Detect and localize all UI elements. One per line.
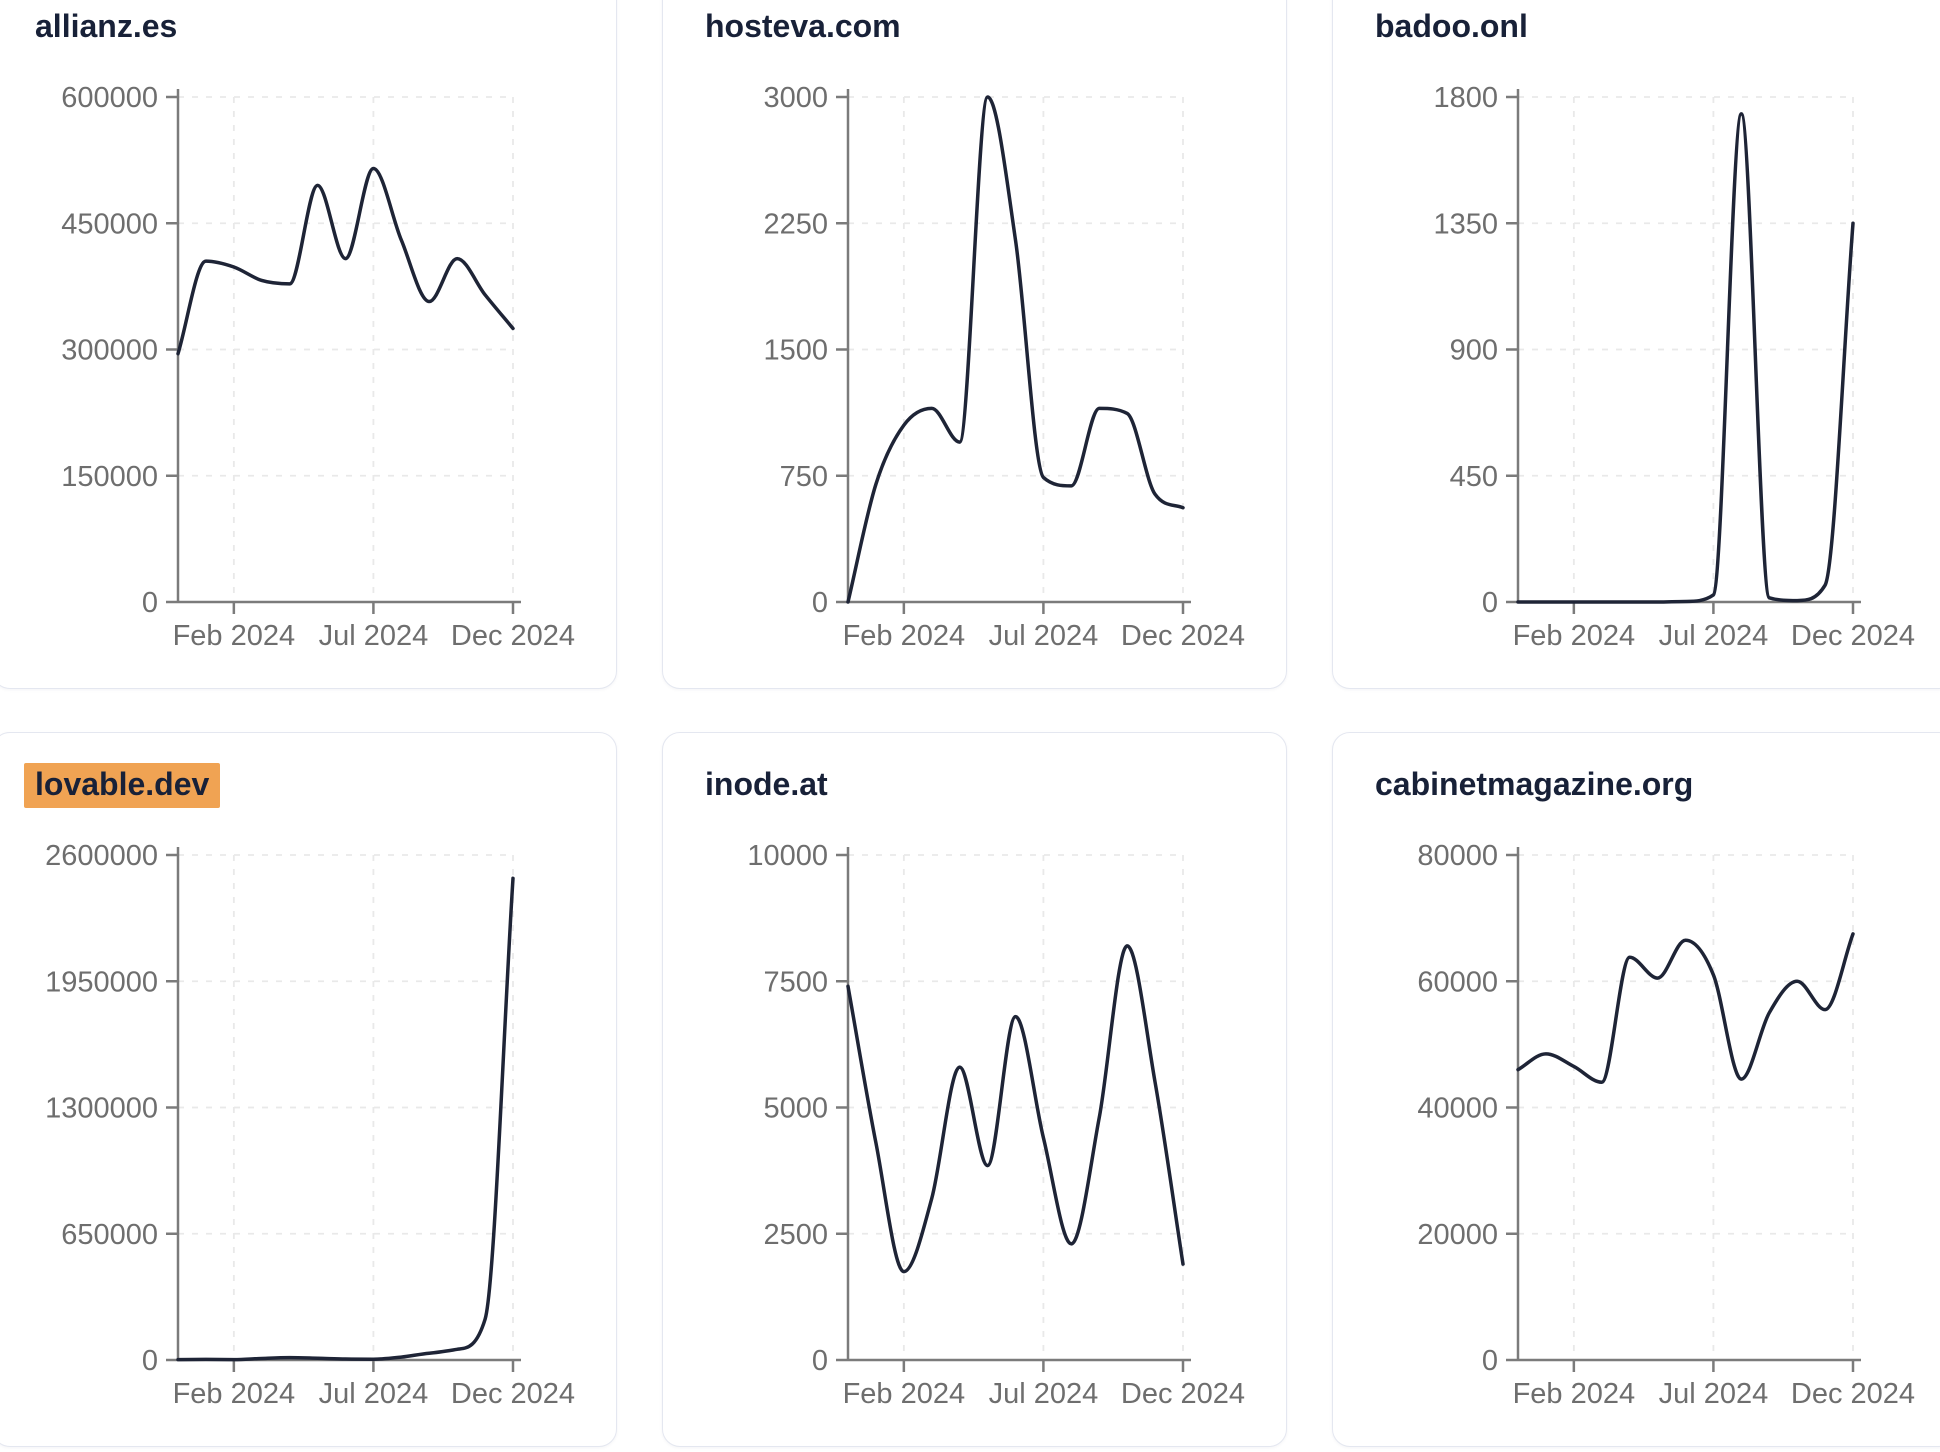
y-axis-tick-label: 2250 bbox=[763, 208, 828, 240]
x-axis-tick-label: Dec 2024 bbox=[451, 1378, 575, 1410]
y-axis-tick-label: 2600000 bbox=[45, 840, 158, 872]
x-axis-tick-label: Feb 2024 bbox=[843, 620, 966, 652]
traffic-series-line bbox=[176, 876, 515, 1362]
x-axis-tick-label: Feb 2024 bbox=[1513, 620, 1636, 652]
x-axis-tick-label: Jul 2024 bbox=[319, 1378, 429, 1410]
y-axis-tick-label: 450 bbox=[1450, 461, 1498, 493]
domain-card[interactable]: lovable.dev 2600000 1950000 1300000 650000 0… bbox=[0, 732, 617, 1447]
x-axis-tick-label: Feb 2024 bbox=[1513, 1378, 1636, 1410]
y-axis-tick-label: 300000 bbox=[61, 335, 158, 367]
domain-title: inode.at bbox=[705, 763, 828, 808]
traffic-series-line bbox=[1516, 932, 1855, 1084]
y-axis-tick-label: 0 bbox=[1482, 1345, 1498, 1377]
traffic-line-chart: 1800 1350 900 450 0 Feb 2024 Jul 2024 Dec 2024 bbox=[1433, 82, 1915, 652]
x-axis-tick-label: Feb 2024 bbox=[173, 1378, 296, 1410]
y-axis-tick-label: 600000 bbox=[61, 82, 158, 114]
x-axis-tick-label: Jul 2024 bbox=[1659, 1378, 1769, 1410]
domain-card[interactable]: inode.at 10000 7500 5000 2500 0 Feb 2024 Jul 2… bbox=[662, 732, 1287, 1447]
x-axis-tick-label: Feb 2024 bbox=[843, 1378, 966, 1410]
x-axis-tick-label: Dec 2024 bbox=[451, 620, 575, 652]
x-axis-tick-label: Dec 2024 bbox=[1121, 620, 1245, 652]
domain-title: allianz.es bbox=[35, 5, 177, 50]
x-axis-tick-label: Dec 2024 bbox=[1121, 1378, 1245, 1410]
y-axis-tick-label: 2500 bbox=[763, 1219, 828, 1251]
domain-title: hosteva.com bbox=[705, 5, 901, 50]
y-axis-tick-label: 0 bbox=[812, 1345, 828, 1377]
y-axis-tick-label: 1350 bbox=[1433, 208, 1498, 240]
y-axis-tick-label: 10000 bbox=[747, 840, 828, 872]
x-axis-tick-label: Dec 2024 bbox=[1791, 1378, 1915, 1410]
y-axis-tick-label: 1800 bbox=[1433, 82, 1498, 114]
y-axis-tick-label: 0 bbox=[142, 587, 158, 619]
domain-title-text: cabinetmagazine.org bbox=[1375, 766, 1694, 802]
domain-title: lovable.dev bbox=[24, 763, 221, 808]
y-axis-tick-label: 900 bbox=[1450, 335, 1498, 367]
x-axis-tick-label: Jul 2024 bbox=[1659, 620, 1769, 652]
y-axis-tick-label: 750 bbox=[780, 461, 828, 493]
domain-card[interactable]: allianz.es 600000 450000 300000 150000 0 Feb … bbox=[0, 0, 617, 689]
domain-title-text: badoo.onl bbox=[1375, 8, 1528, 44]
traffic-series-line bbox=[1516, 112, 1855, 604]
y-axis-tick-label: 450000 bbox=[61, 208, 158, 240]
x-axis-tick-label: Jul 2024 bbox=[319, 620, 429, 652]
y-axis-tick-label: 650000 bbox=[61, 1219, 158, 1251]
y-axis-tick-label: 3000 bbox=[763, 82, 828, 114]
y-axis-tick-label: 80000 bbox=[1417, 840, 1498, 872]
y-axis-tick-label: 1500 bbox=[763, 335, 828, 367]
traffic-series-line bbox=[846, 95, 1185, 604]
traffic-series-line bbox=[176, 166, 515, 356]
traffic-line-chart: 3000 2250 1500 750 0 Feb 2024 Jul 2024 Dec 2024 bbox=[763, 82, 1245, 652]
x-axis-tick-label: Dec 2024 bbox=[1791, 620, 1915, 652]
domain-card[interactable]: hosteva.com 3000 2250 1500 750 0 Feb 2024 Jul … bbox=[662, 0, 1287, 689]
x-axis-tick-label: Jul 2024 bbox=[989, 1378, 1099, 1410]
domain-card[interactable]: cabinetmagazine.org 80000 60000 40000 20000… bbox=[1332, 732, 1940, 1447]
domain-card[interactable]: badoo.onl 1800 1350 900 450 0 Feb 2024 Jul 202… bbox=[1332, 0, 1940, 689]
y-axis-tick-label: 150000 bbox=[61, 461, 158, 493]
domain-title-text: lovable.dev bbox=[24, 763, 221, 808]
domain-title-text: hosteva.com bbox=[705, 8, 901, 44]
y-axis-tick-label: 40000 bbox=[1417, 1093, 1498, 1125]
y-axis-tick-label: 0 bbox=[142, 1345, 158, 1377]
traffic-line-chart: 10000 7500 5000 2500 0 Feb 2024 Jul 2024 Dec 20… bbox=[747, 840, 1245, 1410]
y-axis-tick-label: 60000 bbox=[1417, 966, 1498, 998]
y-axis-tick-label: 1950000 bbox=[45, 966, 158, 998]
domain-title: badoo.onl bbox=[1375, 5, 1528, 50]
domain-title: cabinetmagazine.org bbox=[1375, 763, 1693, 808]
traffic-line-chart: 2600000 1950000 1300000 650000 0 Feb 2024 Jul … bbox=[45, 840, 575, 1410]
y-axis-tick-label: 5000 bbox=[763, 1093, 828, 1125]
y-axis-tick-label: 0 bbox=[1482, 587, 1498, 619]
traffic-line-chart: 600000 450000 300000 150000 0 Feb 2024 Jul 202… bbox=[61, 82, 575, 652]
x-axis-tick-label: Jul 2024 bbox=[989, 620, 1099, 652]
traffic-series-line bbox=[846, 944, 1185, 1274]
y-axis-tick-label: 0 bbox=[812, 587, 828, 619]
x-axis-tick-label: Feb 2024 bbox=[173, 620, 296, 652]
traffic-line-chart: 80000 60000 40000 20000 0 Feb 2024 Jul 2024 Dec… bbox=[1417, 840, 1915, 1410]
domain-title-text: allianz.es bbox=[35, 8, 178, 44]
y-axis-tick-label: 1300000 bbox=[45, 1093, 158, 1125]
y-axis-tick-label: 20000 bbox=[1417, 1219, 1498, 1251]
domain-title-text: inode.at bbox=[705, 766, 828, 802]
y-axis-tick-label: 7500 bbox=[763, 966, 828, 998]
